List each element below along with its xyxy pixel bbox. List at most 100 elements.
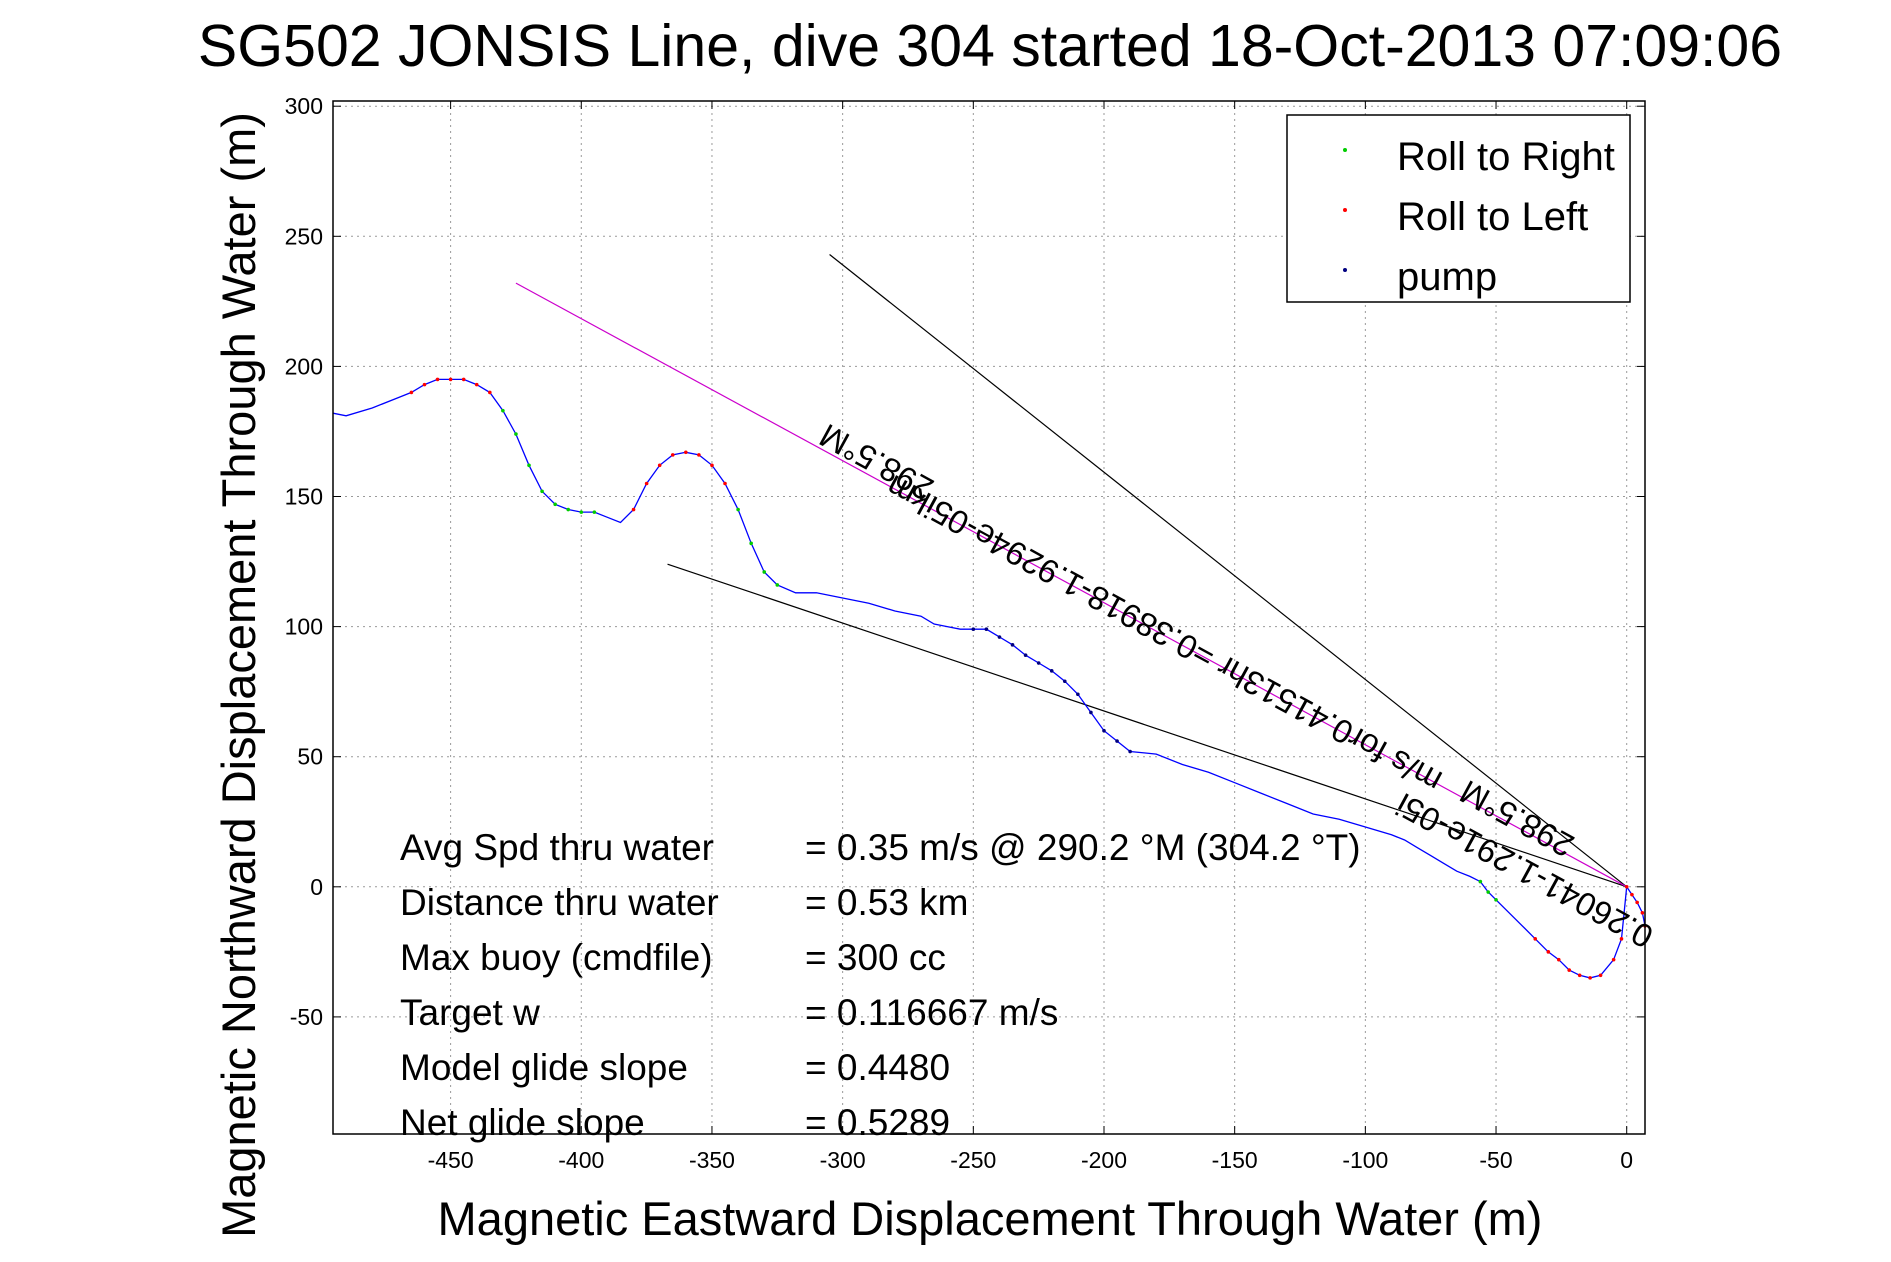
track-marker [488,390,492,395]
track-marker [461,377,466,382]
track-marker [1611,957,1616,962]
track-marker [1630,892,1634,897]
y-tick-label: -50 [290,1004,323,1030]
track-marker [435,377,440,382]
plot-frame [332,100,1646,1135]
track-markers [409,377,1647,980]
stat-value-model-glide: = 0.4480 [805,1047,950,1088]
stat-label-target-w: Target w [400,992,540,1033]
track-marker [579,510,584,514]
track-marker [474,382,479,387]
legend-label-pump: pump [1397,255,1497,299]
legend-label-roll-left: Roll to Left [1397,195,1588,239]
track-marker [1533,937,1538,941]
track-marker [1588,976,1592,980]
track-marker [1640,911,1645,915]
track-marker [409,390,414,395]
track-marker [1023,653,1028,658]
x-axis-label: Magnetic Eastward Displacement Through W… [438,1192,1543,1245]
legend-marker-roll-left [1343,208,1347,212]
track-marker [736,507,740,512]
track-marker [1546,950,1551,954]
track-marker [670,453,675,457]
track-marker [1478,879,1483,884]
track-marker [1115,739,1119,743]
legend-label-roll-right: Roll to Right [1397,135,1615,179]
legend-marker-pump [1343,268,1347,272]
track-marker [971,627,976,632]
x-axis-ticks: -450 -400 -350 -300 -250 -200 -150 -100 -50 0 [428,101,1633,1173]
x-tick-label: -200 [1081,1147,1127,1173]
track-marker [644,481,649,486]
track-marker [422,382,427,387]
track-marker [723,481,727,486]
track-marker [1010,643,1015,647]
x-tick-label: -400 [558,1147,604,1173]
track-marker [684,450,688,455]
x-tick-label: -100 [1342,1147,1388,1173]
y-tick-label: 250 [285,223,323,249]
track-marker [1577,973,1582,978]
track-marker [1062,679,1067,684]
track-marker [592,510,597,514]
track-marker [1089,710,1093,715]
track-marker [1128,749,1132,754]
reference-lines [515,254,1628,888]
track-marker [1049,669,1054,673]
track-marker [553,502,557,507]
track-marker [1619,937,1624,941]
y-tick-label: 300 [285,93,323,119]
track-marker [1556,957,1561,962]
track-marker [1102,728,1106,733]
track-marker [1486,890,1490,894]
track-marker [1036,661,1041,665]
x-tick-label: -250 [950,1147,996,1173]
track-marker [984,627,989,632]
y-axis-ticks: 300 250 200 150 100 50 0 -50 [285,93,1645,1030]
x-tick-label: -300 [820,1147,866,1173]
stat-value-net-glide: = 0.5289 [805,1102,950,1143]
track-series [332,378,1646,979]
track-marker [514,432,518,436]
reference-line-3 [515,282,1627,888]
track-marker [775,583,780,587]
legend-marker-roll-right [1343,148,1347,152]
stat-label-distance: Distance thru water [400,882,719,923]
track-marker [566,507,571,512]
stat-value-distance: = 0.53 km [805,882,969,923]
legend: Roll to Right Roll to Left pump [1286,114,1631,303]
y-tick-label: 100 [285,614,323,640]
stat-label-net-glide: Net glide slope [400,1102,645,1143]
track-marker [448,377,453,382]
track-marker [1076,692,1080,697]
track-marker [501,408,505,413]
dive-statistics: Avg Spd thru water = 0.35 m/s @ 290.2 °M… [400,827,1361,1143]
x-tick-label: 0 [1620,1147,1633,1173]
stat-value-target-w: = 0.116667 m/s [805,992,1058,1033]
track-line [332,378,1646,979]
track-marker [1635,900,1639,905]
stat-label-avg-speed: Avg Spd thru water [400,827,714,868]
track-marker [997,635,1002,639]
track-marker [1567,968,1572,972]
y-tick-label: 200 [285,353,323,379]
stat-value-max-buoy: = 300 cc [805,937,946,978]
x-tick-label: -150 [1212,1147,1258,1173]
y-tick-label: 0 [310,874,323,900]
stat-label-model-glide: Model glide slope [400,1047,688,1088]
y-axis-label: Magnetic Northward Displacement Through … [212,112,265,1238]
x-tick-label: -350 [689,1147,735,1173]
track-marker [697,453,701,457]
track-marker [657,463,662,468]
y-tick-label: 50 [297,744,323,770]
track-marker [527,463,531,468]
track-marker [1624,885,1629,889]
y-tick-label: 150 [285,484,323,510]
stat-value-avg-speed: = 0.35 m/s @ 290.2 °M (304.2 °T) [805,827,1361,868]
reference-line-2 [667,563,1627,888]
x-tick-label: -50 [1479,1147,1512,1173]
track-marker [631,507,636,512]
chart-title: SG502 JONSIS Line, dive 304 started 18-O… [198,13,1782,79]
reference-line-1 [829,254,1628,888]
track-marker [710,463,714,468]
